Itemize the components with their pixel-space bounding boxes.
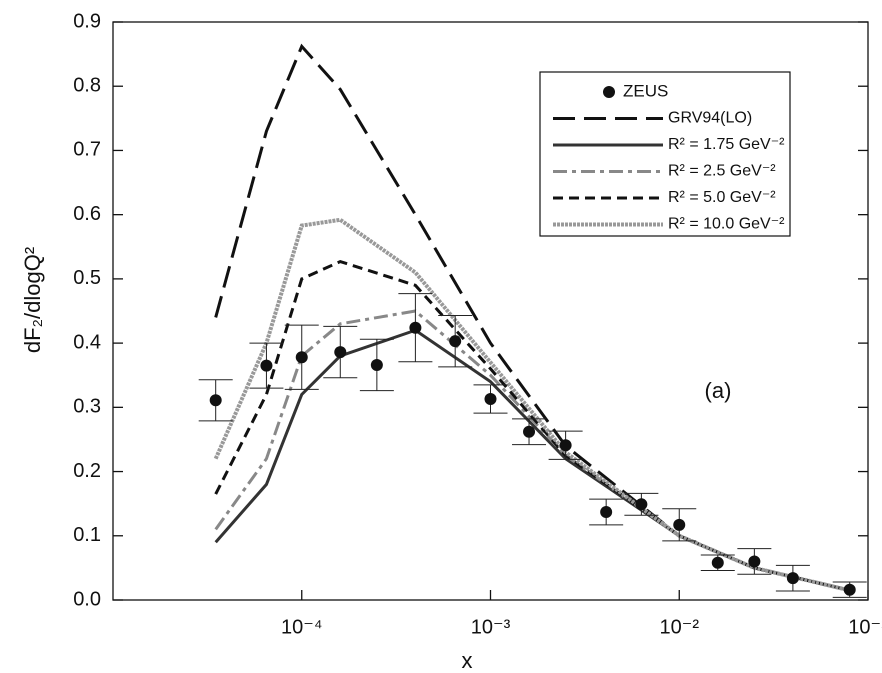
legend-box	[539, 71, 791, 237]
annotation: (a)	[705, 378, 732, 403]
data-point	[409, 321, 422, 334]
data-point	[334, 346, 347, 359]
y-tick-label: 0.1	[73, 524, 101, 546]
data-point	[600, 506, 613, 519]
legend-label: R² = 2.5 GeV⁻²	[668, 163, 776, 180]
y-tick-label: 0.2	[73, 460, 101, 482]
data-point	[843, 583, 856, 596]
legend-label: R² = 5.0 GeV⁻²	[668, 189, 776, 206]
data-point	[559, 439, 572, 452]
y-tick-label: 0.7	[73, 139, 101, 161]
curve	[214, 259, 851, 592]
x-tick-label: 10⁻¹	[848, 616, 882, 638]
legend-label: GRV94(LO)	[668, 110, 752, 127]
data-point	[523, 425, 536, 438]
data-point	[673, 518, 686, 531]
data-point	[748, 555, 761, 568]
legend-label: R² = 1.75 GeV⁻²	[668, 136, 785, 153]
x-tick-label: 10⁻³	[471, 616, 511, 638]
curve	[213, 217, 851, 593]
data-point	[711, 556, 724, 569]
data-point	[449, 335, 462, 348]
data-point	[260, 359, 273, 372]
y-axis-label: dF₂/dlogQ²	[20, 247, 45, 353]
legend-marker	[603, 86, 615, 98]
data-point	[209, 394, 222, 407]
data-point	[484, 392, 497, 405]
y-tick-label: 0.6	[73, 203, 101, 225]
legend-label: R² = 10.0 GeV⁻²	[668, 216, 785, 233]
legend-label: ZEUS	[623, 81, 668, 100]
y-tick-label: 0.3	[73, 396, 101, 418]
x-tick-label: 10⁻²	[660, 616, 700, 638]
x-tick-label: 10⁻⁴	[281, 616, 322, 638]
x-axis-label: x	[462, 648, 473, 673]
y-tick-label: 0.5	[73, 267, 101, 289]
y-tick-label: 0.4	[73, 331, 101, 353]
y-tick-label: 0.0	[73, 588, 101, 610]
data-point	[786, 572, 799, 585]
data-point	[635, 498, 648, 511]
data-point	[370, 358, 383, 371]
data-point	[295, 351, 308, 364]
y-tick-label: 0.8	[73, 75, 101, 97]
y-tick-label: 0.9	[73, 10, 101, 32]
